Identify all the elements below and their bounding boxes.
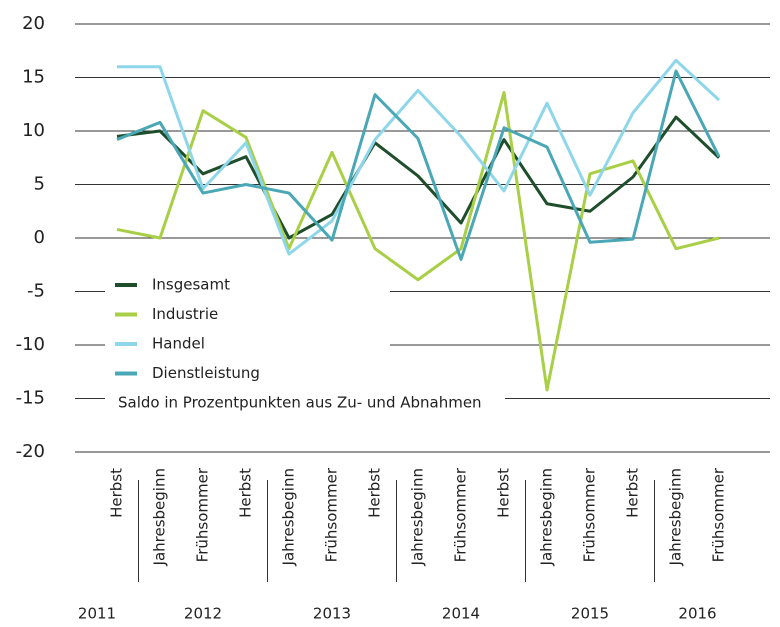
x-tick-label: Jahresbeginn <box>409 468 427 566</box>
note: Saldo in Prozentpunkten aus Zu- und Abna… <box>118 394 482 412</box>
year-label: 2011 <box>78 605 116 623</box>
legend-label: Industrie <box>152 305 218 323</box>
legend-label: Handel <box>152 335 205 353</box>
x-tick-label: Herbst <box>624 468 642 518</box>
y-tick-label: 5 <box>34 174 45 195</box>
year-label: 2014 <box>442 605 480 623</box>
x-tick-label: Frühsommer <box>710 467 728 562</box>
series-line <box>116 90 720 392</box>
x-tick-label: Herbst <box>108 468 126 518</box>
y-tick-label: -5 <box>27 281 45 302</box>
year-label: 2015 <box>571 605 609 623</box>
y-tick-label: 10 <box>22 120 45 141</box>
y-tick-label: 20 <box>22 13 45 34</box>
year-label: 2012 <box>184 605 222 623</box>
series-line <box>116 115 721 240</box>
y-tick-label: -15 <box>16 388 45 409</box>
x-tick-label: Frühsommer <box>581 467 599 562</box>
y-tick-label: -20 <box>16 441 45 462</box>
legend-background <box>105 268 390 385</box>
y-tick-label: 15 <box>22 67 45 88</box>
x-tick-label: Frühsommer <box>452 467 470 562</box>
x-tick-label: Herbst <box>495 468 513 518</box>
note-background <box>105 385 505 413</box>
year-label: 2013 <box>313 605 351 623</box>
x-tick-label: Jahresbeginn <box>280 468 298 566</box>
x-tick-label: Herbst <box>237 468 255 518</box>
legend-label: Insgesamt <box>152 276 230 294</box>
y-tick-label: -10 <box>16 334 45 355</box>
x-tick-label: Herbst <box>366 468 384 518</box>
series-line <box>116 69 721 261</box>
series-line <box>117 58 721 256</box>
x-tick-label: Frühsommer <box>194 467 212 562</box>
x-tick-label: Frühsommer <box>323 467 341 562</box>
x-tick-label: Jahresbeginn <box>667 468 685 566</box>
year-label: 2016 <box>678 605 716 623</box>
y-tick-label: 0 <box>34 227 45 248</box>
x-tick-label: Jahresbeginn <box>538 468 556 566</box>
legend-label: Dienstleistung <box>152 364 260 382</box>
x-tick-label: Jahresbeginn <box>151 468 169 566</box>
